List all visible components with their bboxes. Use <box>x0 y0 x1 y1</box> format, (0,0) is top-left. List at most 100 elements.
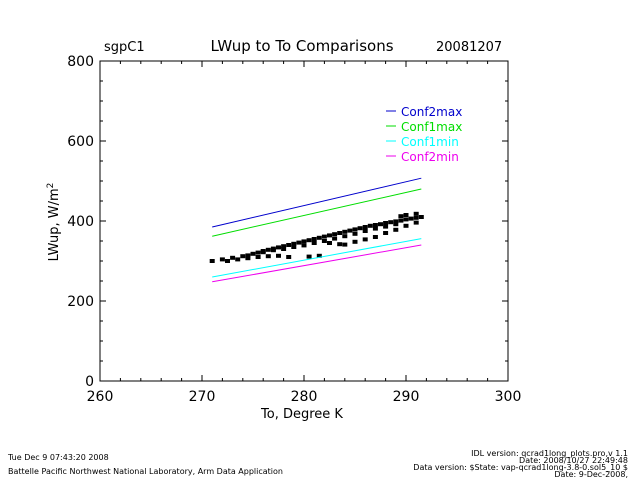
observation-point <box>332 232 338 237</box>
footer-idl-date: Date: 2008/10/27 22:49:48 <box>519 456 628 465</box>
observation-point <box>337 242 343 247</box>
observation-point <box>255 250 261 255</box>
axis-tick-labels: 260 270 280 290 300 0 200 400 600 800 <box>67 54 521 405</box>
series-line-conf2min <box>212 244 422 283</box>
observation-point <box>337 231 343 235</box>
legend-label-conf1max: Conf1max <box>401 120 462 134</box>
y-tick-label: 800 <box>67 54 94 70</box>
footer-data-version: Data version: $State: vap-qcrad1long-3.8… <box>413 463 628 472</box>
observation-point <box>265 254 271 259</box>
series-line-conf1max <box>212 188 422 237</box>
observation-point <box>235 257 241 262</box>
observation-point <box>388 220 394 225</box>
observation-point <box>378 222 383 227</box>
observation-point <box>367 223 373 228</box>
observation-point <box>255 255 261 259</box>
observation-point <box>357 226 363 231</box>
observation-point <box>301 243 307 248</box>
observation-point <box>398 214 404 219</box>
observation-point <box>321 239 327 243</box>
axis-ticks <box>99 60 509 382</box>
observation-point <box>306 238 312 243</box>
y-tick-label: 0 <box>85 374 94 390</box>
y-tick-label: 600 <box>67 134 94 150</box>
observation-point <box>372 223 378 227</box>
observation-point <box>342 229 348 234</box>
observation-point <box>296 240 302 245</box>
observation-point <box>362 229 368 233</box>
observation-point <box>383 224 389 229</box>
observation-point <box>418 215 424 219</box>
legend-label-conf2min: Conf2min <box>401 150 459 164</box>
observation-point <box>352 231 358 236</box>
observation-point <box>342 242 348 247</box>
observation-point <box>352 239 358 244</box>
footer-org: Battelle Pacific Northwest National Labo… <box>8 467 283 476</box>
observation-point <box>393 227 399 232</box>
observation-point <box>332 236 338 241</box>
observation-point <box>413 215 419 220</box>
observation-point <box>311 237 317 241</box>
observation-point <box>413 211 419 216</box>
observation-point <box>316 253 322 258</box>
observation-point <box>362 225 368 229</box>
observation-point <box>291 241 297 246</box>
observation-point <box>245 256 251 261</box>
series-line-conf2max <box>212 177 422 228</box>
observation-point <box>398 218 404 223</box>
observation-point <box>408 216 414 221</box>
observation-point <box>276 245 281 250</box>
observation-point <box>372 226 378 231</box>
x-tick-label: 290 <box>393 389 420 405</box>
observation-point <box>316 235 322 240</box>
date-label: 20081207 <box>436 40 502 55</box>
y-tick-label: 400 <box>67 214 94 230</box>
observation-point <box>383 221 389 225</box>
observation-point <box>240 254 246 259</box>
observation-point <box>327 233 332 238</box>
footer-data-date: Date: 9-Dec-2008, <box>554 470 628 479</box>
observation-point <box>265 247 271 252</box>
observation-point <box>209 259 215 263</box>
observation-point <box>250 251 256 256</box>
observation-point <box>321 234 327 239</box>
observation-point <box>281 244 287 249</box>
y-axis-label: LWup, W/m2 <box>46 183 62 262</box>
confidence-lines <box>212 177 422 283</box>
observation-point <box>301 239 307 244</box>
observation-point <box>306 254 312 259</box>
observation-point <box>372 235 378 239</box>
observation-point <box>352 227 358 232</box>
observation-point <box>403 213 409 217</box>
observation-point <box>311 241 317 245</box>
observation-point <box>276 253 281 258</box>
observation-point <box>225 259 230 263</box>
x-tick-label: 270 <box>189 389 216 405</box>
observation-point <box>281 247 287 251</box>
observation-point <box>403 217 409 222</box>
observation-point <box>413 220 419 225</box>
chart-title: LWup to To Comparisons <box>210 37 393 55</box>
observation-point <box>291 245 297 249</box>
x-tick-label: 300 <box>495 389 522 405</box>
observation-point <box>327 241 332 245</box>
observation-point <box>383 231 389 235</box>
observation-point <box>342 234 348 239</box>
y-tick-label: 200 <box>67 294 94 310</box>
observations-scatter <box>209 211 424 263</box>
observation-point <box>403 223 409 228</box>
observation-point <box>270 248 276 253</box>
observation-point <box>393 219 399 224</box>
x-tick-label: 280 <box>291 389 318 405</box>
observation-point <box>347 228 353 233</box>
x-tick-label: 260 <box>87 389 114 405</box>
footer-timestamp: Tue Dec 9 07:43:20 2008 <box>7 453 109 462</box>
footer-idl-version: IDL version: qcrad1long_plots.pro,v 1.1 <box>471 449 628 458</box>
observation-point <box>362 237 368 242</box>
observation-point <box>230 255 236 260</box>
series-line-conf1min <box>212 238 422 278</box>
site-label: sgpC1 <box>104 40 145 55</box>
